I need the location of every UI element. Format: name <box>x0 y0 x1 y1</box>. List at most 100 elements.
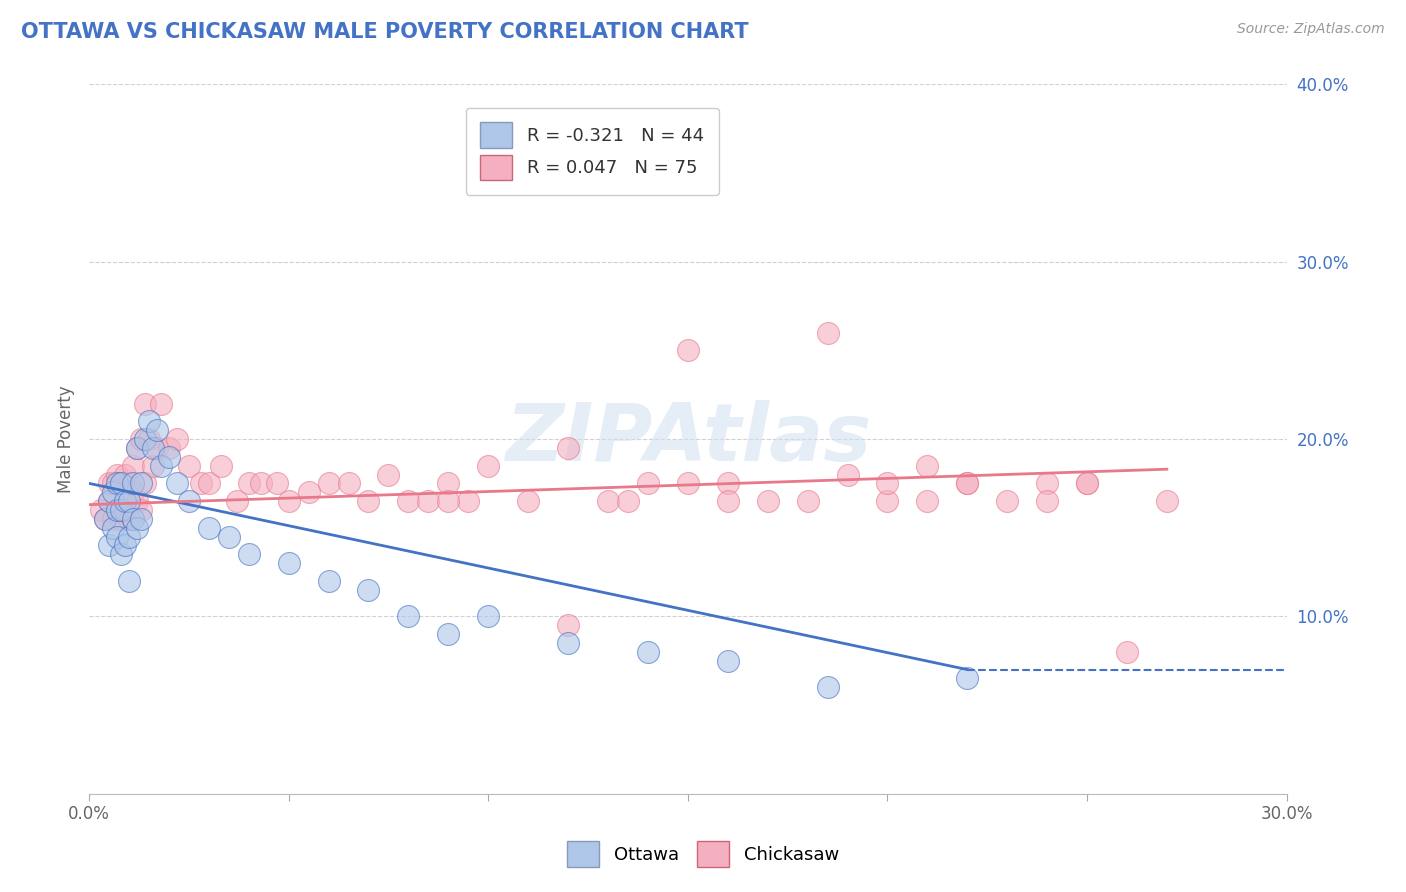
Point <box>110 476 132 491</box>
Point <box>218 530 240 544</box>
Point <box>138 432 160 446</box>
Point <box>105 476 128 491</box>
Point <box>101 476 124 491</box>
Point <box>118 494 141 508</box>
Point <box>995 494 1018 508</box>
Point <box>129 476 152 491</box>
Y-axis label: Male Poverty: Male Poverty <box>58 385 75 493</box>
Point <box>98 494 121 508</box>
Point <box>146 441 169 455</box>
Point <box>956 476 979 491</box>
Point <box>1036 494 1059 508</box>
Point <box>105 467 128 482</box>
Point <box>1156 494 1178 508</box>
Point <box>134 476 156 491</box>
Point <box>817 681 839 695</box>
Point <box>146 423 169 437</box>
Point <box>337 476 360 491</box>
Point <box>517 494 540 508</box>
Point <box>676 476 699 491</box>
Point <box>114 538 136 552</box>
Point <box>956 672 979 686</box>
Point <box>1036 476 1059 491</box>
Point <box>101 512 124 526</box>
Point <box>125 494 148 508</box>
Point <box>122 512 145 526</box>
Point <box>118 512 141 526</box>
Point <box>796 494 818 508</box>
Point <box>98 538 121 552</box>
Point <box>94 512 117 526</box>
Point <box>318 476 340 491</box>
Point <box>110 512 132 526</box>
Point <box>166 476 188 491</box>
Point <box>105 530 128 544</box>
Point <box>129 432 152 446</box>
Point <box>198 521 221 535</box>
Point <box>477 458 499 473</box>
Point <box>149 458 172 473</box>
Legend: Ottawa, Chickasaw: Ottawa, Chickasaw <box>560 834 846 874</box>
Point <box>198 476 221 491</box>
Point <box>122 485 145 500</box>
Point <box>418 494 440 508</box>
Point <box>277 556 299 570</box>
Point <box>157 450 180 464</box>
Point <box>637 476 659 491</box>
Point <box>756 494 779 508</box>
Point <box>956 476 979 491</box>
Point <box>90 503 112 517</box>
Point <box>1076 476 1098 491</box>
Point <box>437 494 460 508</box>
Point <box>817 326 839 340</box>
Point <box>357 494 380 508</box>
Point <box>125 441 148 455</box>
Point <box>134 396 156 410</box>
Point <box>101 485 124 500</box>
Point <box>105 503 128 517</box>
Point <box>129 512 152 526</box>
Point <box>114 503 136 517</box>
Legend: R = -0.321   N = 44, R = 0.047   N = 75: R = -0.321 N = 44, R = 0.047 N = 75 <box>465 108 718 194</box>
Point <box>676 343 699 358</box>
Point <box>717 494 740 508</box>
Point <box>249 476 271 491</box>
Point <box>129 503 152 517</box>
Point <box>457 494 479 508</box>
Point <box>557 618 579 632</box>
Point <box>110 503 132 517</box>
Point <box>122 476 145 491</box>
Point <box>717 476 740 491</box>
Point <box>98 494 121 508</box>
Point <box>437 476 460 491</box>
Point <box>357 582 380 597</box>
Point <box>876 476 898 491</box>
Point <box>266 476 288 491</box>
Point <box>118 476 141 491</box>
Point <box>177 494 200 508</box>
Point <box>177 458 200 473</box>
Text: ZIPAtlas: ZIPAtlas <box>505 400 870 478</box>
Point <box>377 467 399 482</box>
Point <box>125 441 148 455</box>
Point <box>118 530 141 544</box>
Point <box>134 432 156 446</box>
Point <box>142 441 165 455</box>
Point <box>138 414 160 428</box>
Point <box>118 574 141 588</box>
Point <box>105 503 128 517</box>
Point <box>917 458 939 473</box>
Point <box>557 636 579 650</box>
Point <box>876 494 898 508</box>
Point <box>917 494 939 508</box>
Point <box>617 494 640 508</box>
Text: Source: ZipAtlas.com: Source: ZipAtlas.com <box>1237 22 1385 37</box>
Point <box>717 654 740 668</box>
Point <box>277 494 299 508</box>
Point <box>596 494 619 508</box>
Point <box>557 441 579 455</box>
Point <box>166 432 188 446</box>
Point <box>477 609 499 624</box>
Point <box>225 494 247 508</box>
Point <box>238 547 260 561</box>
